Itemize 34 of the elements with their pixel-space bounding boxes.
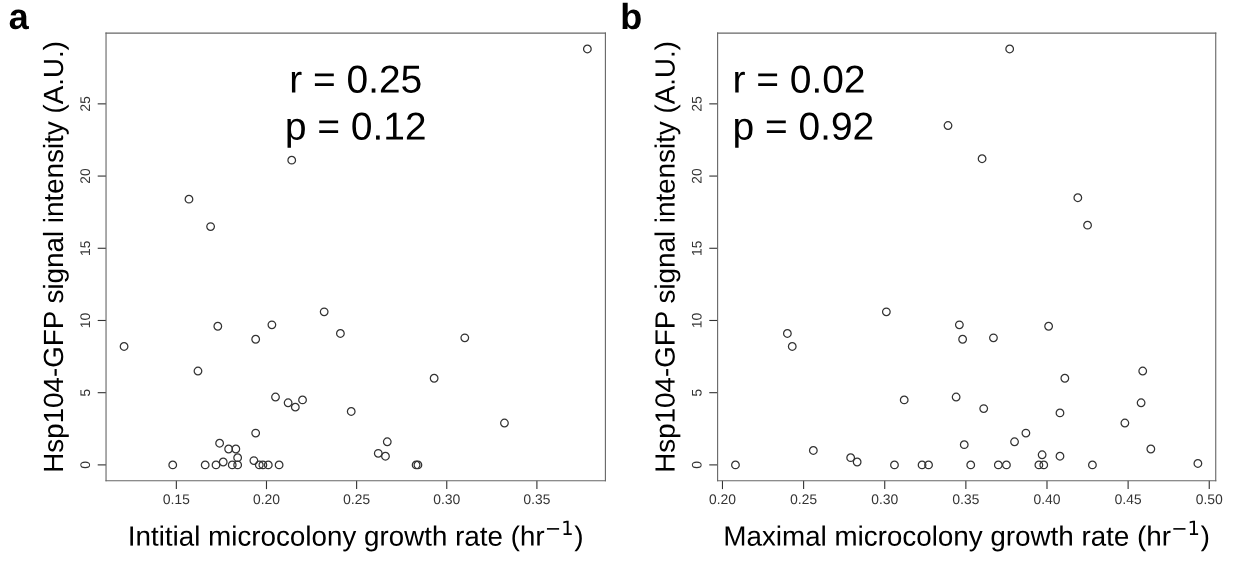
annotation: r = 0.02 [735,65,864,93]
y-tick-label: 15 [80,241,91,255]
x-tick-label: 0.40 [1034,494,1060,505]
x-axis-title: Maximal microcolony growth rate (hr$^{−1}$) [725,520,1209,552]
y-tick-label: 5 [691,389,702,396]
x-tick-label: 0.25 [790,494,817,505]
annotation: p = 0.12 [287,112,425,148]
y-tick-label: 15 [691,241,702,255]
y-tick-label: 10 [80,313,91,328]
x-axis-title: Intitial microcolony growth rate (hr$^{−1}$) [130,520,582,552]
y-axis-title: Hsp104-GFP signal intensity (A.U.) [42,42,69,471]
text: b [622,2,641,30]
annotation: r = 0.25 [291,65,421,93]
y-tick-label: 0 [691,461,702,469]
x-tick-label: 0.15 [163,494,190,505]
y-tick-label: 0 [80,461,91,469]
y-tick-label: 20 [691,168,702,184]
y-tick-label: 10 [691,313,702,328]
x-tick-label: 0.35 [952,494,979,505]
y-tick-label: 25 [691,96,702,111]
y-tick-label: 20 [80,168,91,184]
x-tick-label: 0.50 [1196,494,1223,505]
x-tick-label: 0.30 [433,494,460,505]
x-tick-label: 0.20 [253,494,280,505]
y-axis-title: Hsp104-GFP signal intensity (A.U.) [654,42,681,471]
y-tick-label: 5 [80,389,91,396]
x-tick-label: 0.20 [709,494,736,505]
y-tick-label: 25 [80,96,91,111]
annotation: p = 0.92 [735,112,873,148]
x-tick-label: 0.30 [871,494,898,505]
text: a [9,9,29,30]
x-tick-label: 0.45 [1115,494,1142,505]
x-tick-label: 0.35 [523,494,550,505]
x-tick-label: 0.25 [343,494,370,505]
